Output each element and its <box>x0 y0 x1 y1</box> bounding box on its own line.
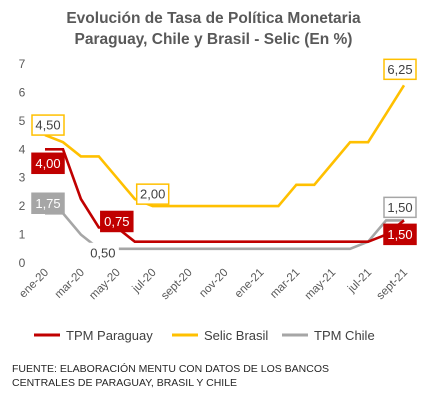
legend-label: TPM Chile <box>314 328 375 343</box>
data-label: 4,00 <box>35 156 60 171</box>
legend: TPM Paraguay Selic Brasil TPM Chile <box>34 328 375 343</box>
y-tick-label: 2 <box>19 199 26 213</box>
x-tick-label: jul-21 <box>345 267 374 296</box>
data-label: 1,75 <box>35 196 60 211</box>
y-tick-label: 5 <box>19 114 26 128</box>
y-tick-label: 7 <box>19 57 26 71</box>
series-line-0 <box>45 148 405 243</box>
chart-title-line-1: Evolución de Tasa de Política Monetaria <box>66 10 361 27</box>
source-line-2: CENTRALES DE PARAGUAY, BRASIL Y CHILE <box>12 377 238 389</box>
chart-title-line-2: Paraguay, Chile y Brasil - Selic (En %) <box>74 31 353 48</box>
x-tick-label: may-21 <box>303 267 339 303</box>
x-tick-label: sept-21 <box>375 267 411 303</box>
data-label: 1,50 <box>387 227 412 242</box>
y-tick-label: 3 <box>19 171 26 185</box>
data-label: 0,75 <box>104 214 129 229</box>
data-label-box <box>383 223 417 246</box>
source-note: FUENTE: ELABORACIÓN MENTU CON DATOS DE L… <box>12 362 422 390</box>
legend-label: TPM Paraguay <box>66 328 153 343</box>
data-label-box <box>135 183 170 205</box>
series-lines <box>44 84 406 251</box>
data-label-box <box>86 242 119 263</box>
source-line-1: FUENTE: ELABORACIÓN MENTU CON DATOS DE L… <box>12 363 329 375</box>
x-axis: ene-20 mar-20 may-20 jul-20 sept-20 nov-20 ene… <box>17 267 410 303</box>
data-label-box <box>383 196 417 219</box>
x-tick-label: mar-21 <box>268 267 302 301</box>
data-label: 2,00 <box>140 187 165 202</box>
x-tick-label: nov-20 <box>197 267 230 300</box>
data-label-box <box>383 58 417 81</box>
data-labels: 4,00 0,75 1,50 4,50 2,00 6,25 1,75 0,50 1,50 <box>31 58 417 263</box>
data-label-box <box>100 210 134 233</box>
x-tick-label: ene-21 <box>233 267 267 301</box>
chart-title: Evolución de Tasa de Política Monetaria … <box>0 8 427 50</box>
y-axis: 0 1 2 3 4 5 6 7 <box>19 57 26 270</box>
x-tick-label: mar-20 <box>53 267 87 301</box>
x-tick-label: sept-20 <box>159 267 195 303</box>
data-label-box <box>31 114 65 136</box>
data-label-box <box>31 152 65 175</box>
y-tick-label: 0 <box>19 256 26 270</box>
data-label-box <box>31 192 65 214</box>
data-label: 0,50 <box>90 245 115 260</box>
y-tick-label: 4 <box>19 142 26 156</box>
y-tick-label: 6 <box>19 85 26 99</box>
x-tick-label: ene-20 <box>17 267 51 301</box>
x-tick-label: may-20 <box>87 267 123 303</box>
data-label: 1,50 <box>387 200 412 215</box>
series-line-1 <box>44 84 406 208</box>
y-tick-label: 1 <box>19 228 26 242</box>
data-label: 4,50 <box>35 118 60 133</box>
legend-label: Selic Brasil <box>204 328 268 343</box>
data-label: 6,25 <box>387 62 412 77</box>
x-tick-label: jul-20 <box>130 267 159 296</box>
